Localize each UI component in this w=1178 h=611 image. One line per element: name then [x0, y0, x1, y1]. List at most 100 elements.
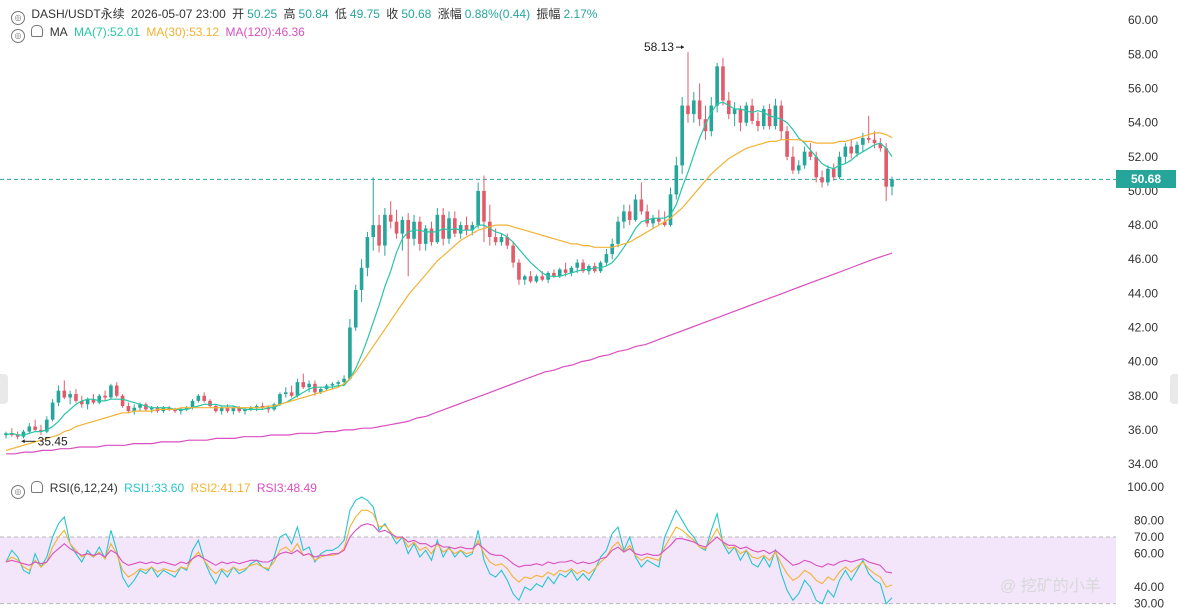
symbol-label[interactable]: DASH/USDT永续 [31, 7, 125, 21]
y-tick-label: 48.00 [1128, 218, 1158, 232]
ma7-line [5, 101, 893, 436]
eye-icon[interactable]: ◎ [11, 485, 25, 499]
candle-body [697, 100, 702, 120]
candle-body [616, 221, 620, 244]
candle-body [866, 138, 871, 140]
candle-body [10, 433, 14, 436]
candle-body [208, 400, 212, 407]
candle-body [394, 221, 399, 234]
scroll-right-handle[interactable] [1170, 374, 1178, 404]
candle-body [878, 143, 883, 149]
candle-body [826, 168, 830, 183]
candle-body [237, 407, 241, 412]
candle-body [254, 406, 259, 408]
bell-icon[interactable] [31, 481, 44, 493]
candle-body [44, 419, 49, 432]
ma120-line [6, 252, 893, 455]
candle-body [173, 409, 177, 412]
y-tick-label: 60.00 [1128, 13, 1158, 27]
candle-body [761, 109, 766, 127]
ma-legend: ◎ MA MA(7):52.01 MA(30):53.12 MA(120):46… [11, 25, 308, 43]
candle-body [552, 272, 556, 277]
high-label: 高 [283, 7, 296, 21]
candle-body [884, 148, 888, 187]
candle-body [342, 378, 346, 383]
candle-body [301, 382, 306, 388]
candle-body [74, 394, 78, 401]
candle-body [56, 390, 61, 403]
candle-body [418, 221, 422, 244]
candle-body [313, 383, 317, 393]
candle-body [779, 105, 784, 132]
y-tick-label: 58.00 [1128, 47, 1158, 61]
candle-body [371, 225, 376, 238]
y-tick-label: 56.00 [1128, 82, 1158, 96]
candle-body [202, 395, 206, 401]
candles [4, 52, 894, 440]
eye-icon[interactable]: ◎ [11, 11, 25, 25]
candle-body [225, 407, 230, 412]
bell-icon[interactable] [31, 25, 44, 37]
candle-body [423, 228, 428, 244]
candle-body [639, 199, 644, 212]
candle-body [587, 266, 591, 272]
rsi-tick-label: 80.00 [1134, 513, 1164, 527]
candle-body [791, 156, 795, 171]
candle-body [62, 390, 67, 398]
candle-body [383, 214, 387, 246]
change-label: 涨幅 [437, 7, 462, 21]
candle-body [744, 105, 749, 123]
eye-icon[interactable]: ◎ [11, 29, 25, 43]
candle-body [359, 267, 364, 290]
candle-body [231, 407, 236, 412]
candle-body [388, 214, 393, 222]
min-price-label: 35.45 [38, 434, 68, 448]
candle-body [79, 400, 84, 405]
candle-body [476, 190, 480, 226]
candle-body [15, 435, 20, 437]
candle-body [27, 426, 32, 432]
candle-body [120, 395, 125, 407]
ma-label[interactable]: MA [49, 25, 68, 39]
rsi-label[interactable]: RSI(6,12,24) [49, 481, 118, 495]
candle-body [680, 105, 684, 166]
candle-body [132, 407, 137, 412]
current-price-tag: 50.68 [1116, 170, 1176, 189]
close-value: 50.68 [401, 7, 432, 21]
candle-body [144, 404, 148, 410]
high-value: 50.84 [298, 7, 329, 21]
candle-body [627, 211, 632, 220]
candle-body [114, 385, 119, 396]
candle-body [138, 404, 142, 408]
candle-body [482, 190, 486, 222]
candle-body [592, 266, 597, 272]
rsi-line-rsi3 [5, 523, 893, 574]
candle-body [686, 105, 690, 115]
candle-body [126, 406, 131, 412]
candle-body [499, 237, 504, 243]
candle-body [353, 289, 358, 328]
amplitude-value: 2.17% [563, 7, 598, 21]
candle-body [149, 407, 154, 410]
candle-body [767, 109, 772, 127]
candle-body [511, 245, 515, 263]
rsi-line-rsi2 [5, 509, 893, 588]
candle-body [307, 383, 311, 388]
candle-body [196, 395, 201, 401]
candle-body [837, 156, 842, 178]
y-tick-label: 46.00 [1128, 252, 1158, 266]
candle-body [505, 237, 510, 246]
candle-body [214, 406, 218, 412]
open-value: 50.25 [247, 7, 278, 21]
candle-body [184, 407, 189, 410]
amplitude-label: 振幅 [536, 7, 561, 21]
y-tick-label: 40.00 [1128, 355, 1158, 369]
candle-body [278, 394, 282, 405]
candle-body [750, 105, 754, 121]
ma30-line [5, 132, 893, 451]
y-tick-label: 36.00 [1128, 423, 1158, 437]
candle-body [861, 138, 865, 145]
scroll-left-handle[interactable] [0, 374, 8, 404]
close-label: 收 [386, 7, 399, 21]
